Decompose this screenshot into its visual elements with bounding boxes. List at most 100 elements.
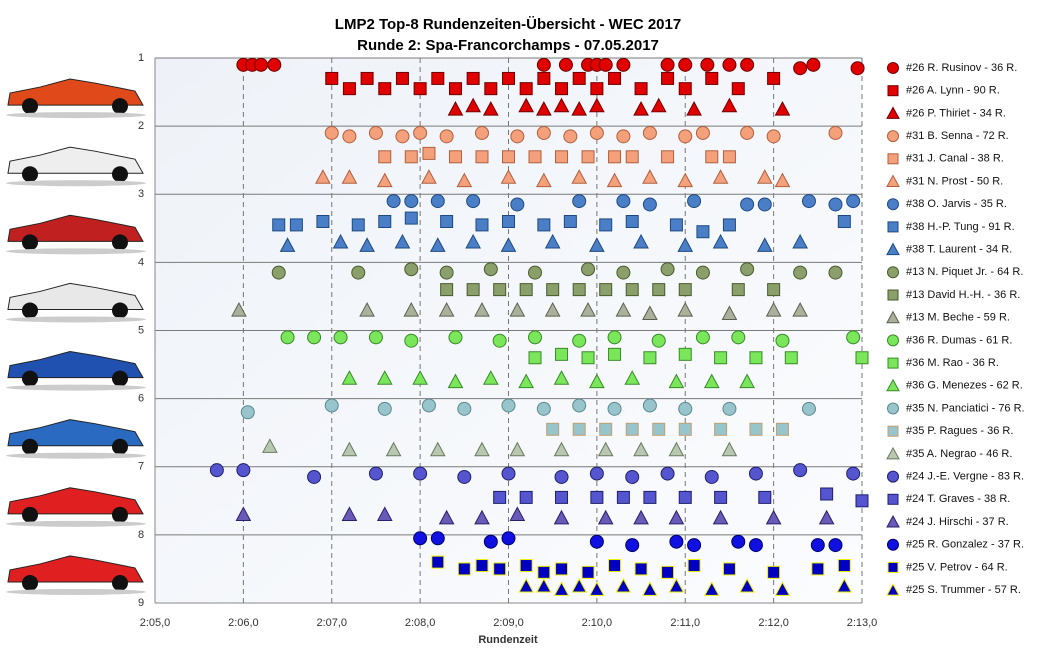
point: [599, 218, 613, 232]
point: [359, 237, 375, 252]
point: [608, 347, 622, 361]
point: [837, 215, 851, 228]
car-wheel: [112, 506, 128, 523]
point: [351, 265, 366, 280]
point: [599, 422, 613, 436]
chart-title: LMP2 Top-8 Rundenzeiten-Übersicht - WEC …: [335, 16, 681, 33]
point: [492, 333, 507, 348]
point: [368, 466, 383, 481]
point: [589, 237, 605, 252]
point: [608, 559, 622, 573]
point: [421, 398, 436, 413]
point: [625, 283, 639, 297]
point: [652, 422, 666, 436]
y-tick-label: 9: [138, 597, 144, 609]
point: [634, 82, 648, 96]
point: [509, 506, 526, 521]
point: [581, 262, 596, 277]
legend-marker: [887, 221, 899, 233]
point: [271, 265, 286, 280]
x-tick-label: 2:10,0: [582, 617, 613, 629]
point: [837, 559, 851, 573]
point: [554, 469, 569, 484]
point: [412, 370, 428, 385]
point: [544, 302, 561, 317]
point: [235, 506, 252, 521]
point: [267, 57, 282, 72]
point: [686, 101, 702, 116]
point: [482, 370, 499, 385]
point: [678, 422, 692, 436]
point: [643, 490, 657, 504]
point: [510, 129, 525, 144]
legend-marker: [887, 198, 899, 211]
point: [758, 490, 772, 504]
point: [553, 581, 570, 596]
point: [828, 197, 843, 212]
point: [607, 401, 622, 416]
car-body: [7, 351, 144, 379]
point: [563, 129, 578, 144]
point: [413, 531, 428, 546]
point: [818, 509, 835, 525]
point: [555, 562, 569, 576]
point: [482, 101, 499, 116]
point: [553, 509, 570, 525]
point: [440, 283, 454, 297]
legend-marker: [887, 62, 899, 74]
point: [756, 237, 773, 252]
point: [502, 71, 515, 85]
y-tick-label: 8: [138, 529, 144, 541]
legend-marker: [887, 402, 899, 415]
car-wheel: [22, 98, 38, 115]
point: [475, 559, 489, 573]
point: [536, 577, 552, 593]
point: [509, 441, 526, 457]
point: [403, 302, 420, 317]
point: [404, 333, 419, 348]
point: [324, 125, 339, 140]
point: [555, 490, 569, 504]
point: [739, 373, 755, 389]
car-wheel: [112, 234, 128, 251]
point: [536, 101, 552, 116]
point: [502, 215, 515, 228]
point: [598, 57, 613, 72]
point: [624, 370, 641, 385]
car-wheel: [112, 438, 128, 455]
y-tick-label: 6: [138, 393, 144, 405]
point: [342, 82, 356, 96]
point: [546, 283, 560, 297]
point: [307, 469, 322, 484]
point: [661, 71, 675, 85]
car-body: [7, 146, 144, 174]
point: [616, 490, 630, 504]
legend-label: #25 S. Trummer - 57 R.: [906, 584, 1021, 596]
point: [704, 469, 719, 484]
y-tick-label: 1: [138, 52, 144, 64]
car-shadow: [6, 316, 146, 323]
point: [625, 150, 639, 164]
car-body: [7, 78, 144, 106]
point: [590, 490, 604, 504]
car-shadow: [6, 112, 146, 119]
point: [395, 129, 410, 144]
point: [465, 233, 481, 249]
legend-marker: [887, 425, 899, 437]
point: [828, 538, 843, 553]
point: [413, 82, 427, 96]
point: [820, 487, 834, 501]
legend-label: #24 J. Hirschi - 37 R.: [906, 516, 1009, 528]
point: [325, 71, 339, 85]
point: [615, 577, 632, 593]
point: [642, 581, 658, 596]
point: [705, 71, 719, 85]
point: [677, 302, 694, 317]
legend-label: #35 P. Ragues - 36 R.: [906, 425, 1013, 437]
point: [536, 172, 552, 188]
point: [475, 218, 489, 232]
point: [555, 150, 569, 164]
point: [528, 265, 543, 280]
point: [828, 125, 843, 140]
x-tick-label: 2:12,0: [758, 617, 789, 629]
